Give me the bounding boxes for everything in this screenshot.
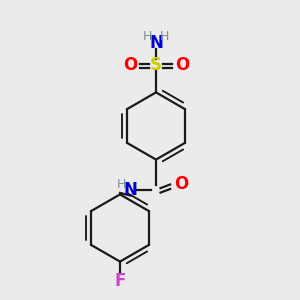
- Text: H: H: [160, 30, 169, 43]
- Text: N: N: [124, 181, 137, 199]
- Text: O: O: [175, 56, 189, 74]
- Text: F: F: [114, 272, 126, 290]
- Text: N: N: [149, 34, 163, 52]
- Text: O: O: [174, 175, 188, 193]
- Text: S: S: [150, 56, 162, 74]
- Text: H: H: [117, 178, 126, 191]
- Text: H: H: [143, 30, 152, 43]
- Text: O: O: [123, 56, 137, 74]
